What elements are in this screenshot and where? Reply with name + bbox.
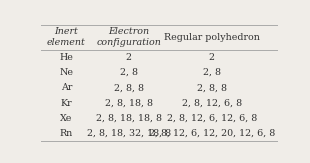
Text: Electron
configuration: Electron configuration (96, 27, 161, 47)
Text: 2, 8, 8: 2, 8, 8 (114, 83, 144, 92)
Text: 2, 8, 18, 18, 8: 2, 8, 18, 18, 8 (96, 114, 162, 123)
Text: 2, 8, 12, 6, 12, 20, 12, 6, 8: 2, 8, 12, 6, 12, 20, 12, 6, 8 (148, 129, 275, 138)
Text: 2: 2 (209, 53, 215, 62)
Text: 2, 8, 12, 6, 8: 2, 8, 12, 6, 8 (182, 99, 242, 108)
Text: 2, 8: 2, 8 (120, 68, 138, 77)
Text: He: He (60, 53, 73, 62)
Text: Xe: Xe (60, 114, 73, 123)
Text: 2, 8, 18, 32, 18, 8: 2, 8, 18, 32, 18, 8 (87, 129, 171, 138)
Text: Kr: Kr (60, 99, 72, 108)
Text: 2, 8, 18, 8: 2, 8, 18, 8 (105, 99, 153, 108)
Text: 2, 8: 2, 8 (203, 68, 221, 77)
Text: 2, 8, 12, 6, 12, 6, 8: 2, 8, 12, 6, 12, 6, 8 (166, 114, 257, 123)
Text: Ar: Ar (61, 83, 72, 92)
Text: Regular polyhedron: Regular polyhedron (164, 33, 260, 42)
Text: 2, 8, 8: 2, 8, 8 (197, 83, 227, 92)
Text: Rn: Rn (60, 129, 73, 138)
Text: 2: 2 (126, 53, 132, 62)
Text: Ne: Ne (60, 68, 73, 77)
Text: Inert
element: Inert element (47, 27, 86, 47)
